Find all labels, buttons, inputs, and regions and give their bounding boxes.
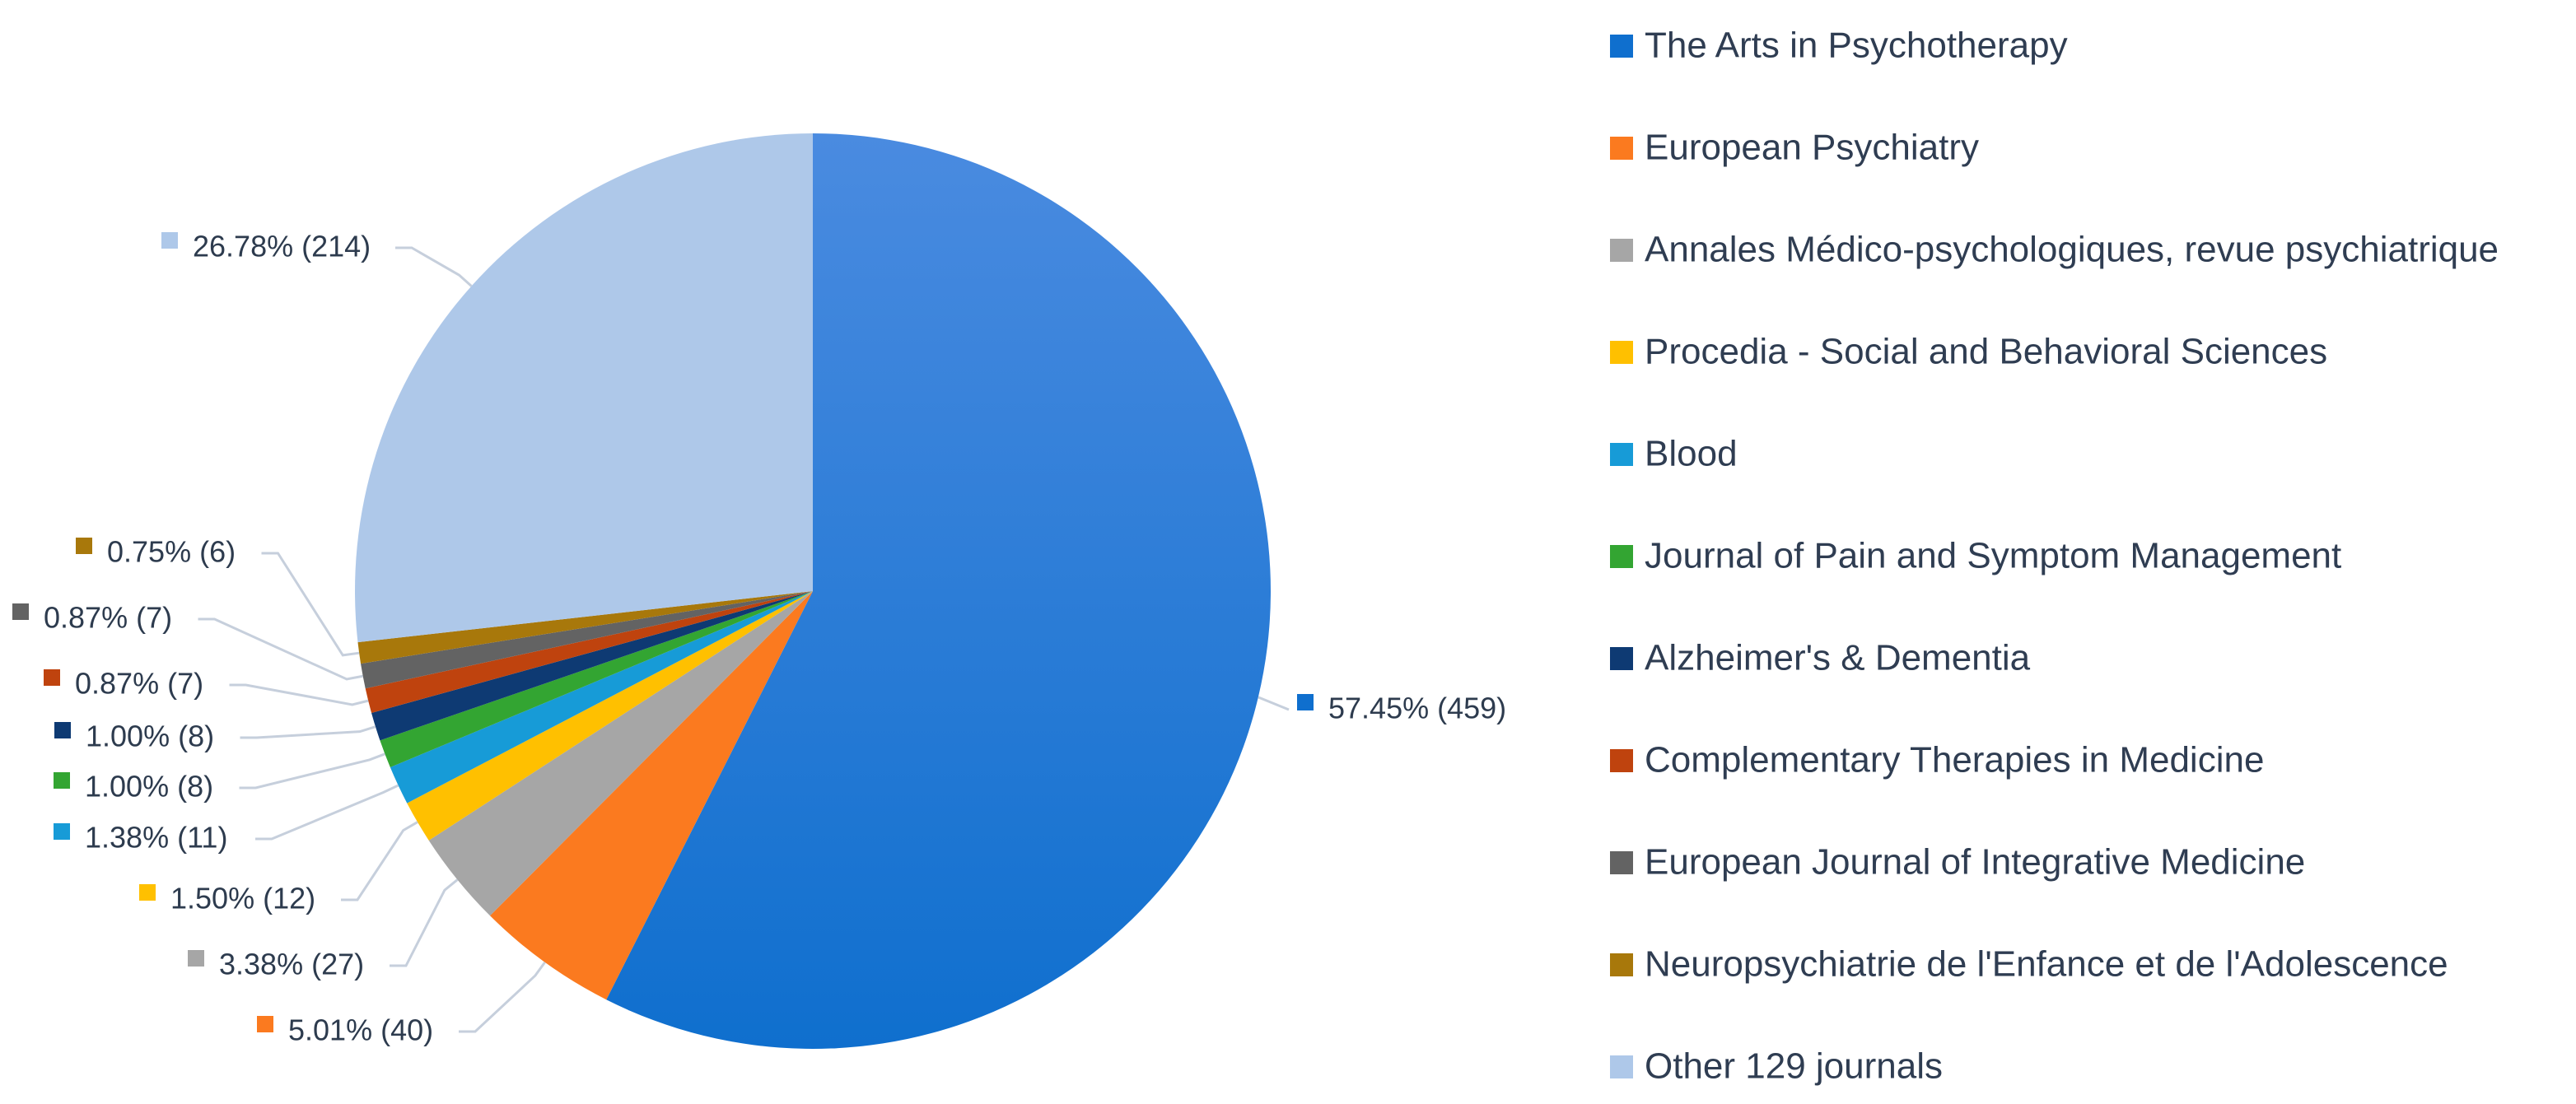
leader-line-european-journal-of-integrative-medicine <box>198 617 363 681</box>
legend-swatch-annales-m-dico-psychologiques-revue-psychiatrique <box>1610 239 1633 262</box>
leader-line-procedia-social-and-behavioral-sciences <box>341 821 418 901</box>
pie-slice-the-arts-in-psychotherapy <box>606 133 1271 1049</box>
pie-slice-journal-of-pain-and-symptom-management <box>380 591 813 768</box>
pie-slice-other-129-journals <box>355 133 813 643</box>
slice-label-marker-annales-m-dico-psychologiques-revue-psychiatrique <box>188 950 204 967</box>
legend-item-neuropsychiatrie-de-l-enfance-et-de-l-adolescence[interactable]: Neuropsychiatrie de l'Enfance et de l'Ad… <box>1645 944 2448 985</box>
slice-label-marker-neuropsychiatrie-de-l-enfance-et-de-l-adolescence <box>76 538 92 554</box>
legend-swatch-other-129-journals <box>1610 1055 1633 1078</box>
slice-label-european-journal-of-integrative-medicine: 0.87% (7) <box>44 601 172 635</box>
legend-swatch-blood <box>1610 443 1633 466</box>
legend-swatch-neuropsychiatrie-de-l-enfance-et-de-l-adolescence <box>1610 953 1633 976</box>
leader-line-complementary-therapies-in-medicine <box>229 683 369 706</box>
legend-item-journal-of-pain-and-symptom-management[interactable]: Journal of Pain and Symptom Management <box>1645 536 2341 576</box>
pie-slice-complementary-therapies-in-medicine <box>365 591 813 713</box>
slice-label-marker-journal-of-pain-and-symptom-management <box>54 772 70 789</box>
pie-slice-european-psychiatry <box>490 591 813 1000</box>
slice-label-neuropsychiatrie-de-l-enfance-et-de-l-adolescence: 0.75% (6) <box>107 535 236 569</box>
leader-lines <box>198 246 1290 1033</box>
pie-slice-european-journal-of-integrative-medicine <box>361 591 813 689</box>
slice-label-complementary-therapies-in-medicine: 0.87% (7) <box>75 667 203 701</box>
pie-slice-procedia-social-and-behavioral-sciences <box>407 591 813 841</box>
slice-label-marker-european-psychiatry <box>257 1016 273 1032</box>
leader-line-journal-of-pain-and-symptom-management <box>239 752 385 790</box>
slice-label-procedia-social-and-behavioral-sciences: 1.50% (12) <box>170 882 315 915</box>
legend-swatch-european-journal-of-integrative-medicine <box>1610 851 1633 874</box>
slice-label-other-129-journals: 26.78% (214) <box>193 230 371 263</box>
leader-line-blood <box>255 784 399 841</box>
leader-line-other-129-journals <box>395 246 473 287</box>
legend-item-procedia-social-and-behavioral-sciences[interactable]: Procedia - Social and Behavioral Science… <box>1645 332 2327 372</box>
legend-item-blood[interactable]: Blood <box>1645 434 1738 474</box>
leader-line-the-arts-in-psychotherapy <box>1258 696 1290 711</box>
slice-label-blood: 1.38% (11) <box>85 821 227 855</box>
pie-slices <box>355 133 1271 1049</box>
slice-label-marker-other-129-journals <box>161 232 178 249</box>
legend-item-european-psychiatry[interactable]: European Psychiatry <box>1645 128 1979 168</box>
legend-item-annales-m-dico-psychologiques-revue-psychiatrique[interactable]: Annales Médico-psychologiques, revue psy… <box>1645 230 2499 270</box>
pie-slice-neuropsychiatrie-de-l-enfance-et-de-l-adolescence <box>357 591 813 664</box>
pie-slice-blood <box>390 591 813 804</box>
pie-slice-alzheimer-s-dementia <box>371 591 814 741</box>
slice-labels: 57.45% (459) 5.01% (40) 3.38% (27) 1.50% (1… <box>12 230 1506 1047</box>
slice-label-annales-m-dico-psychologiques-revue-psychiatrique: 3.38% (27) <box>219 948 364 981</box>
slice-label-european-psychiatry: 5.01% (40) <box>288 1013 433 1047</box>
leader-line-neuropsychiatrie-de-l-enfance-et-de-l-adolescence <box>261 552 360 657</box>
slice-label-marker-procedia-social-and-behavioral-sciences <box>139 884 156 901</box>
legend-item-other-129-journals[interactable]: Other 129 journals <box>1645 1046 1943 1087</box>
slice-label-marker-complementary-therapies-in-medicine <box>44 669 60 686</box>
slice-label-journal-of-pain-and-symptom-management: 1.00% (8) <box>85 770 213 804</box>
legend-swatch-complementary-therapies-in-medicine <box>1610 749 1633 772</box>
leader-line-annales-m-dico-psychologiques-revue-psychiatrique <box>390 878 459 967</box>
leader-line-alzheimer-s-dementia <box>240 725 376 739</box>
slice-label-marker-european-journal-of-integrative-medicine <box>12 603 29 620</box>
legend-swatch-journal-of-pain-and-symptom-management <box>1610 545 1633 568</box>
slice-label-marker-blood <box>54 823 70 840</box>
legend-swatch-procedia-social-and-behavioral-sciences <box>1610 341 1633 364</box>
pie-slice-annales-m-dico-psychologiques-revue-psychiatrique <box>428 591 813 916</box>
legend-swatch-the-arts-in-psychotherapy <box>1610 35 1633 58</box>
slice-label-marker-alzheimer-s-dementia <box>54 722 71 738</box>
slice-label-marker-the-arts-in-psychotherapy <box>1297 694 1314 710</box>
legend: The Arts in Psychotherapy European Psychi… <box>1610 26 2499 1087</box>
legend-item-european-journal-of-integrative-medicine[interactable]: European Journal of Integrative Medicine <box>1645 842 2305 883</box>
legend-swatch-alzheimer-s-dementia <box>1610 647 1633 670</box>
leader-line-european-psychiatry <box>459 961 546 1033</box>
legend-swatch-european-psychiatry <box>1610 137 1633 160</box>
slice-label-alzheimer-s-dementia: 1.00% (8) <box>86 720 214 753</box>
legend-item-the-arts-in-psychotherapy[interactable]: The Arts in Psychotherapy <box>1645 26 2068 66</box>
slice-label-the-arts-in-psychotherapy: 57.45% (459) <box>1328 692 1506 725</box>
legend-item-complementary-therapies-in-medicine[interactable]: Complementary Therapies in Medicine <box>1645 740 2264 780</box>
legend-item-alzheimer-s-dementia[interactable]: Alzheimer's & Dementia <box>1645 638 2031 678</box>
